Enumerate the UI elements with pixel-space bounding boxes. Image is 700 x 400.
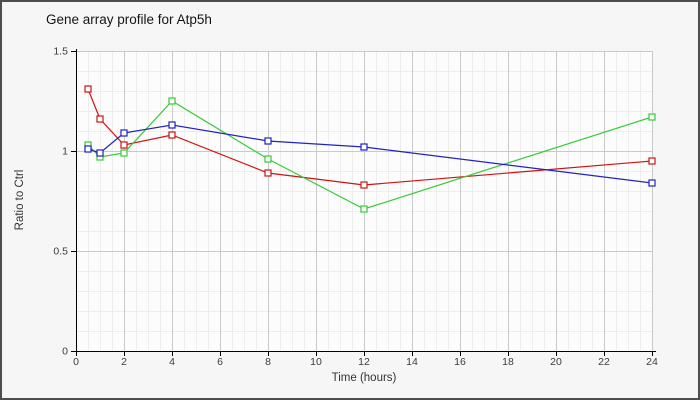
y-tick-label: 0.5 — [53, 246, 68, 258]
x-tick-label: 20 — [550, 356, 562, 368]
red-series-marker — [264, 169, 272, 177]
y-tick-label: 1.5 — [53, 46, 68, 58]
x-tick-label: 4 — [169, 356, 175, 368]
x-tick-label: 22 — [598, 356, 610, 368]
y-tick-label: 1 — [62, 146, 68, 158]
x-tick-label: 12 — [358, 356, 370, 368]
red-series-marker — [96, 115, 104, 123]
blue-series-marker — [168, 121, 176, 129]
green-series-marker — [648, 113, 656, 121]
x-tick-label: 6 — [217, 356, 223, 368]
x-tick-label: 18 — [502, 356, 514, 368]
x-tick-label: 2 — [121, 356, 127, 368]
red-series-marker — [648, 157, 656, 165]
green-series-marker — [360, 205, 368, 213]
x-tick-label: 10 — [310, 356, 322, 368]
x-tick-label: 16 — [454, 356, 466, 368]
x-tick-label: 0 — [73, 356, 79, 368]
x-tick-label: 8 — [265, 356, 271, 368]
blue-series-marker — [96, 149, 104, 157]
green-series-marker — [168, 97, 176, 105]
red-series-marker — [120, 141, 128, 149]
blue-series-marker — [84, 145, 92, 153]
x-tick-label: 14 — [406, 356, 418, 368]
chart-title: Gene array profile for Atp5h — [46, 12, 212, 27]
blue-series-marker — [264, 137, 272, 145]
x-tick-label: 24 — [646, 356, 658, 368]
blue-series-marker — [360, 143, 368, 151]
blue-series-marker — [648, 179, 656, 187]
y-axis-title: Ratio to Ctrl — [14, 169, 26, 231]
red-series-marker — [84, 85, 92, 93]
blue-series-marker — [120, 129, 128, 137]
green-series-marker — [120, 149, 128, 157]
green-series-marker — [264, 155, 272, 163]
red-series-marker — [360, 181, 368, 189]
red-series-marker — [168, 131, 176, 139]
x-axis-title: Time (hours) — [331, 372, 397, 384]
y-tick-label: 0 — [62, 346, 68, 358]
